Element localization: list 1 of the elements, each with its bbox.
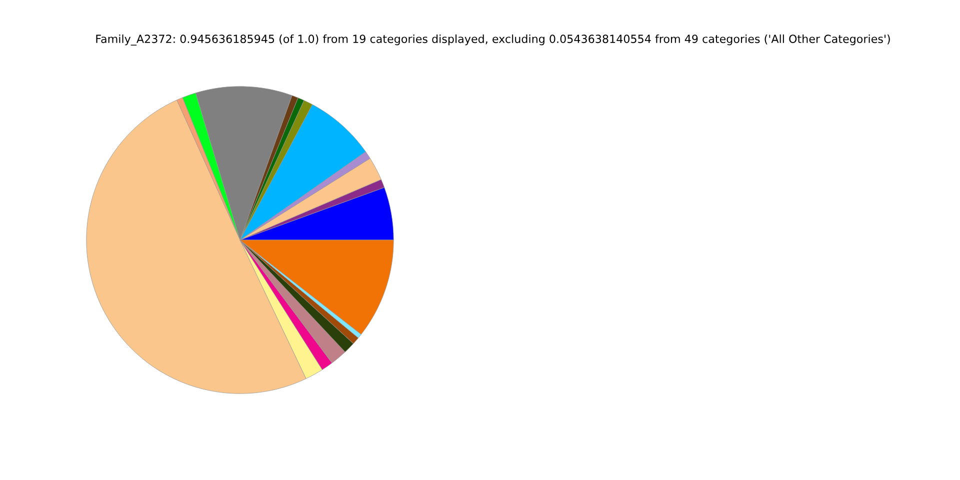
text: Family_A2372: 0.945636185945 (of 1.0) from 19 categories displayed, excluding 0.0543638140554 from 49 categories ('All Other Categories') (96, 34, 890, 46)
